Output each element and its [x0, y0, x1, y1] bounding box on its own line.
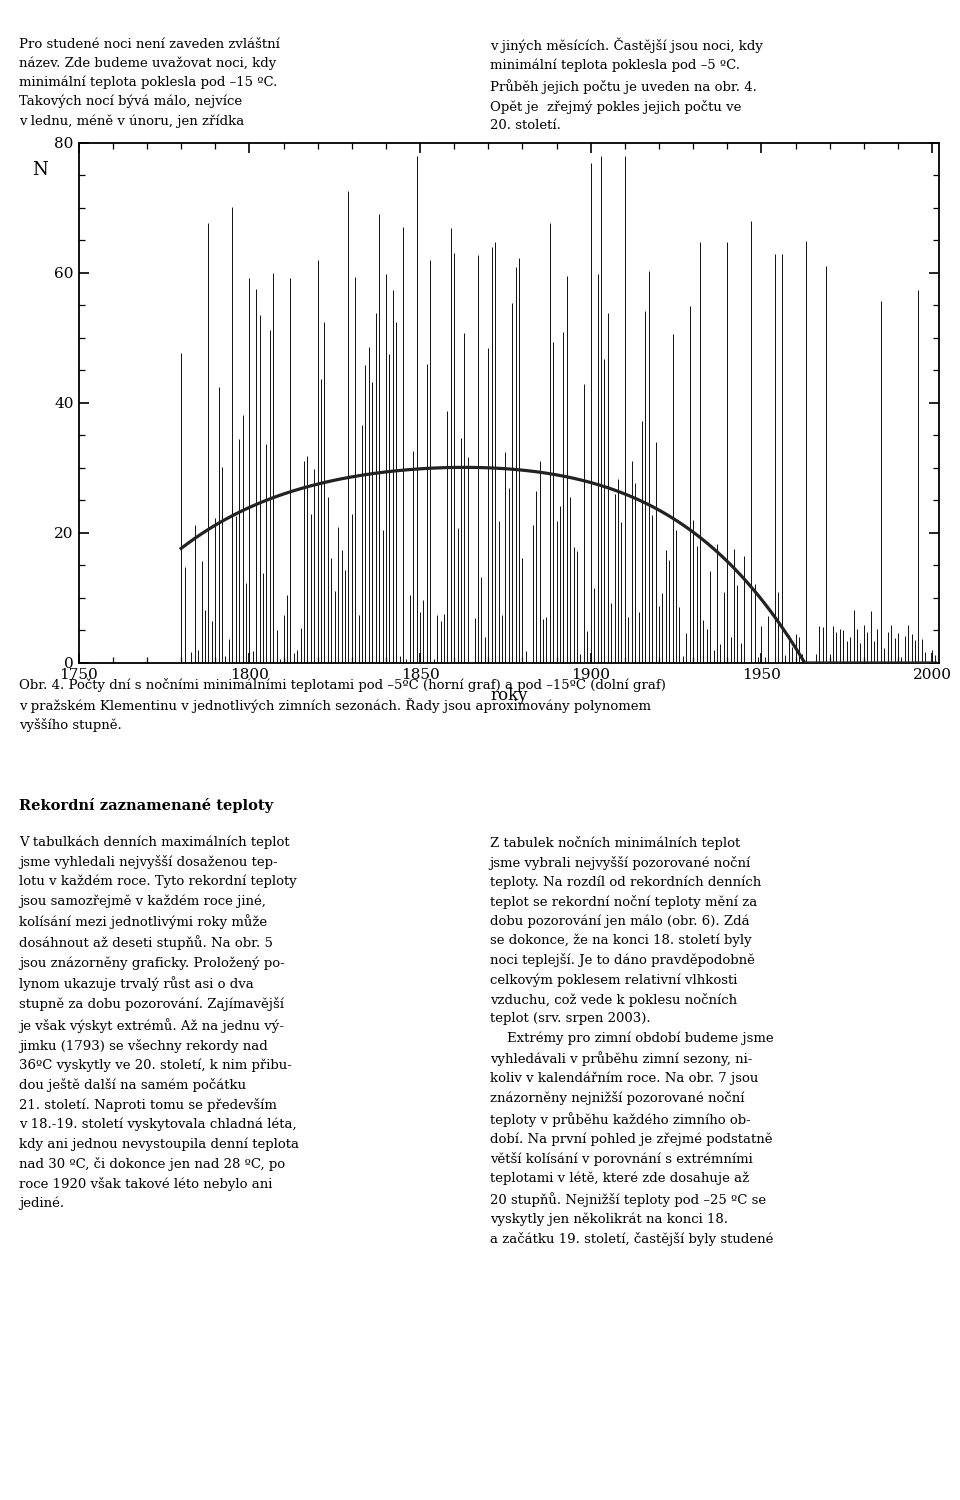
Text: v jiných měsících. Častější jsou noci, kdy
minimální teplota poklesla pod –5 ºC.: v jiných měsících. Častější jsou noci, k… — [490, 38, 762, 132]
Text: V tabulkách denních maximálních teplot
jsme vyhledali nejvyšší dosaženou tep-
lo: V tabulkách denních maximálních teplot j… — [19, 836, 300, 1210]
X-axis label: roky: roky — [490, 687, 528, 705]
Text: Z tabulek nočních minimálních teplot
jsme vybrali nejvyšší pozorované noční
tepl: Z tabulek nočních minimálních teplot jsm… — [490, 836, 773, 1246]
Y-axis label: N: N — [32, 160, 48, 178]
Text: Obr. 4. Počty dní s nočními minimálními teplotami pod –5ºC (horní graf) a pod –1: Obr. 4. Počty dní s nočními minimálními … — [19, 678, 666, 732]
Text: Pro studené noci není zaveden zvláštní
název. Zde budeme uvažovat noci, kdy
mini: Pro studené noci není zaveden zvláštní n… — [19, 38, 280, 128]
Text: Rekordní zaznamenané teploty: Rekordní zaznamenané teploty — [19, 798, 274, 813]
